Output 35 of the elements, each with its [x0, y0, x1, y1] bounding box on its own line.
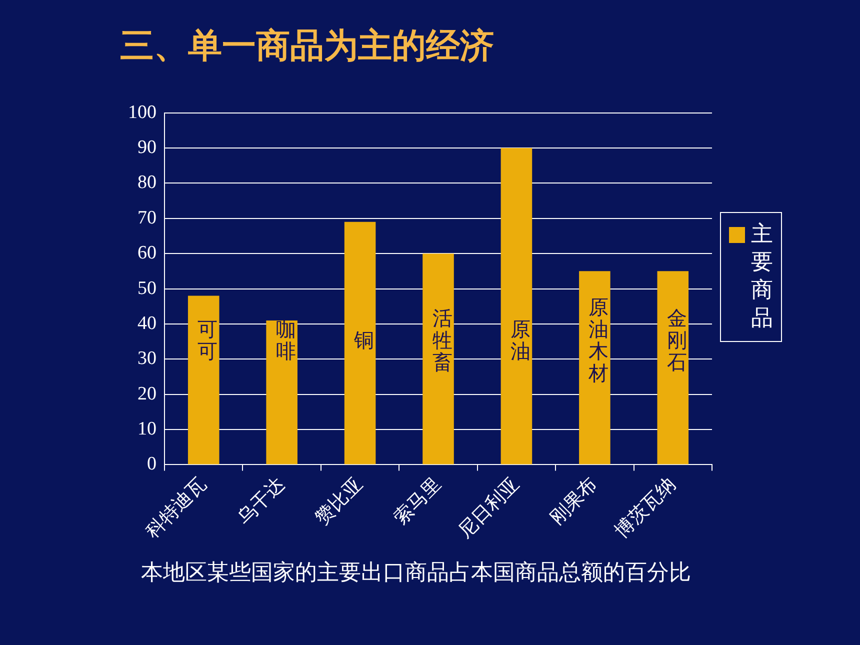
- data-label: 咖啡: [276, 316, 296, 363]
- y-tick-label: 70: [138, 207, 156, 228]
- x-tick-label: 索马里: [389, 473, 446, 530]
- bar: [657, 271, 689, 464]
- bar: [266, 320, 298, 464]
- text: 本地区某些国家的主要出口商品占本国商品总额的百分比: [141, 560, 691, 586]
- bar: [188, 296, 220, 464]
- chart-title: 三、单一商品为主的经济: [120, 26, 494, 66]
- data-label: 金刚石: [666, 306, 687, 374]
- x-tick-label: 赞比亚: [311, 473, 368, 530]
- y-tick-label: 60: [138, 242, 156, 264]
- data-label: 铜: [353, 328, 374, 352]
- y-tick-label: 30: [138, 348, 156, 370]
- legend-label: 主要商品: [751, 221, 773, 333]
- y-tick-label: 20: [138, 383, 156, 404]
- x-tick-label: 刚果布: [546, 473, 602, 530]
- data-label: 可可: [198, 316, 218, 363]
- x-tick-label: 科特迪瓦: [141, 473, 211, 543]
- y-tick-label: 90: [138, 136, 156, 158]
- bar: [344, 222, 376, 464]
- y-tick-label: 40: [138, 312, 156, 334]
- y-tick-label: 10: [138, 418, 156, 440]
- bar: [579, 271, 610, 464]
- bar: [422, 254, 454, 464]
- x-tick-label: 博茨瓦纳: [610, 473, 680, 543]
- x-tick-label: 乌干达: [232, 473, 289, 530]
- data-label: 原油木材: [588, 294, 609, 385]
- y-tick-label: 80: [138, 172, 156, 194]
- bar: [500, 148, 532, 464]
- x-tick-label: 尼日利亚: [454, 473, 524, 543]
- y-tick-label: 50: [138, 278, 156, 299]
- data-label: 原油: [510, 316, 530, 363]
- data-label: 活牲畜: [432, 306, 452, 374]
- y-tick-label: 100: [128, 102, 156, 123]
- y-tick-label: 0: [147, 454, 156, 475]
